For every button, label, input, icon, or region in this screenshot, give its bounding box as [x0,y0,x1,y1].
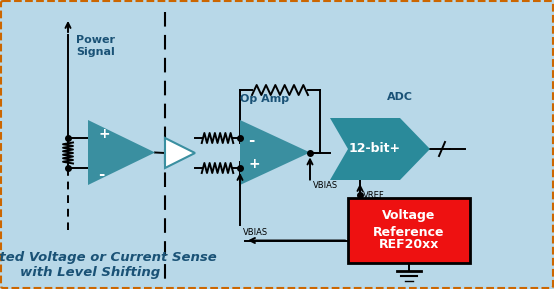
Text: REF20xx: REF20xx [379,238,439,251]
Polygon shape [88,120,155,185]
Text: +: + [98,127,110,141]
FancyBboxPatch shape [348,198,470,263]
Text: VREF: VREF [363,191,384,200]
Text: Power
Signal: Power Signal [76,35,115,57]
Text: VBIAS: VBIAS [243,228,268,237]
Text: Op Amp: Op Amp [240,94,290,104]
Text: Reference: Reference [373,226,445,239]
Polygon shape [165,138,195,168]
Text: 12-bit+: 12-bit+ [349,142,401,155]
Polygon shape [240,120,310,185]
Polygon shape [330,118,430,180]
Text: +: + [248,157,260,171]
Text: ADC: ADC [387,92,413,102]
Text: Isolated Voltage or Current Sense
with Level Shifting: Isolated Voltage or Current Sense with L… [0,251,217,279]
Text: VBIAS: VBIAS [313,181,338,190]
Text: Voltage: Voltage [382,210,435,223]
Text: -: - [98,167,104,182]
Text: -: - [248,134,254,149]
